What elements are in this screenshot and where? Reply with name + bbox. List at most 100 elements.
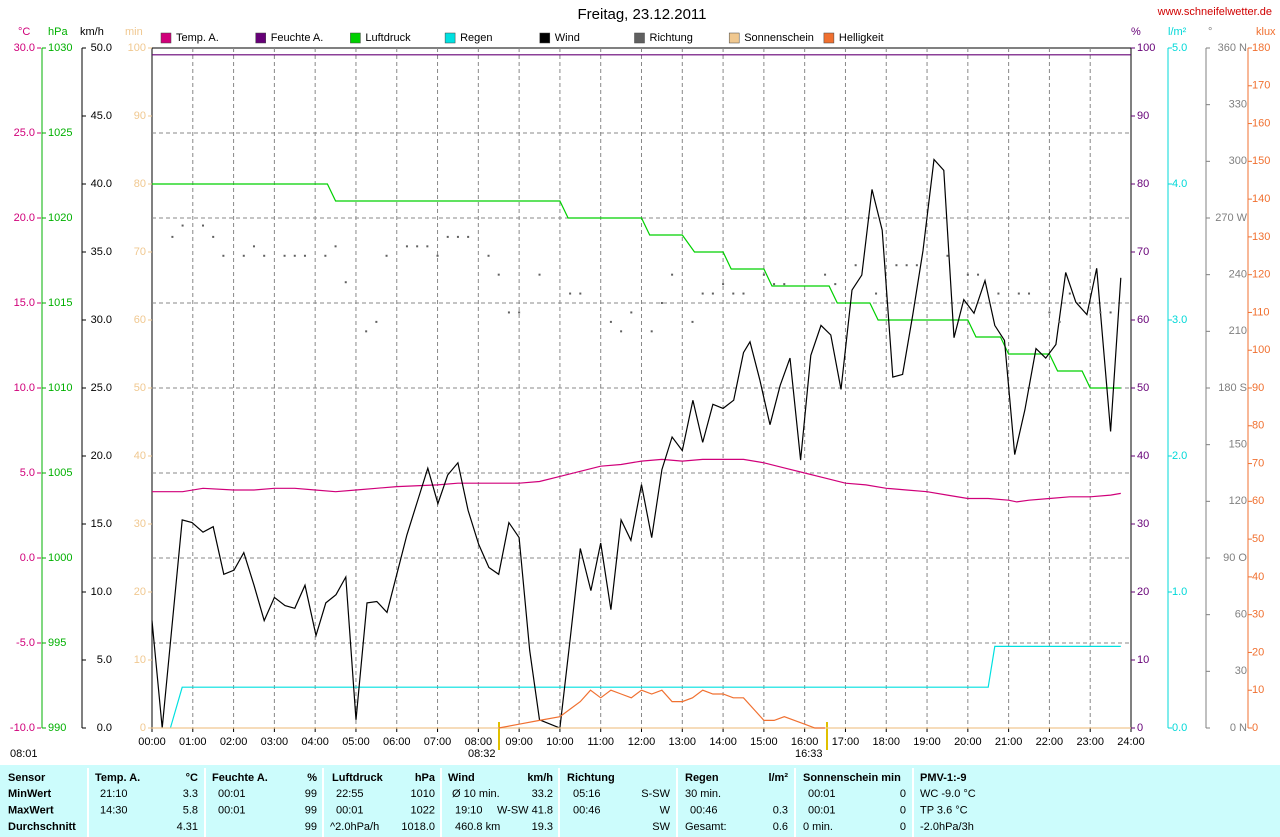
- series-dot: [1079, 302, 1082, 304]
- legend-label: Wind: [555, 32, 580, 44]
- x-tick-label: 09:00: [505, 736, 533, 748]
- series-dot: [416, 245, 419, 248]
- series-dot: [834, 283, 837, 286]
- series-dot: [660, 302, 663, 304]
- x-tick-label: 10:00: [546, 736, 574, 748]
- series-dot: [650, 330, 653, 333]
- y-tick-label: 1005: [48, 467, 72, 479]
- y-tick-label: 60: [1137, 314, 1149, 326]
- y-tick-label: 0 N: [1230, 722, 1247, 734]
- series-dot: [620, 330, 623, 333]
- series-dot: [1028, 292, 1031, 295]
- series-dot: [324, 254, 327, 257]
- series-dot: [426, 245, 429, 248]
- table-header: hPa: [415, 772, 436, 784]
- table-cell: 3.3: [183, 788, 198, 800]
- table-header: PMV-1:-9: [920, 772, 966, 784]
- x-tick-label: 00:00: [138, 736, 166, 748]
- table-cell: 00:01: [336, 804, 364, 816]
- table-header: %: [307, 772, 317, 784]
- y-tick-label: 80: [1252, 420, 1264, 432]
- series-dot: [283, 254, 286, 257]
- axis-unit: °C: [18, 26, 30, 38]
- series-line: [152, 458, 1121, 503]
- y-tick-label: 0: [1137, 722, 1143, 734]
- y-tick-label: 1015: [48, 297, 72, 309]
- table-header: km/h: [527, 772, 553, 784]
- y-tick-label: 10: [1252, 684, 1264, 696]
- series-dot: [915, 264, 918, 267]
- series-dot: [671, 273, 674, 276]
- x-tick-label: 22:00: [1036, 736, 1064, 748]
- y-tick-label: 60: [134, 314, 146, 326]
- table-header: Feuchte A.: [212, 772, 268, 784]
- series-dot: [446, 235, 449, 238]
- y-tick-label: 120: [1252, 269, 1270, 281]
- series-dot: [783, 283, 786, 286]
- y-tick-label: 30: [134, 518, 146, 530]
- x-tick-label: 05:00: [342, 736, 370, 748]
- series-dot: [1109, 311, 1112, 314]
- x-tick-label: 11:00: [587, 736, 614, 748]
- series-dot: [1058, 320, 1061, 323]
- series-dot: [977, 273, 980, 276]
- series-dot: [824, 273, 827, 276]
- x-tick-label: 03:00: [261, 736, 289, 748]
- legend-label: Luftdruck: [365, 32, 411, 44]
- legend-swatch: [255, 32, 266, 44]
- table-cell: 0.6: [773, 821, 788, 833]
- table-header: Wind: [448, 772, 475, 784]
- table-cell: Gesamt:: [685, 821, 727, 833]
- table-cell: 00:01: [808, 788, 836, 800]
- y-tick-label: -10.0: [10, 722, 35, 734]
- table-cell: 00:46: [573, 804, 601, 816]
- y-tick-label: 1025: [48, 127, 72, 139]
- y-tick-label: 5.0: [20, 467, 35, 479]
- series-dot: [538, 273, 541, 276]
- table-header: °C: [186, 772, 198, 784]
- legend-label: Temp. A.: [176, 32, 219, 44]
- series-dot: [1048, 311, 1051, 314]
- y-tick-label: 210: [1229, 325, 1247, 337]
- x-tick-label: 14:00: [709, 736, 737, 748]
- x-tick-label: 01:00: [179, 736, 207, 748]
- series-dot: [303, 254, 306, 257]
- y-tick-label: 240: [1229, 269, 1247, 281]
- x-tick-label: 16:00: [791, 736, 819, 748]
- y-tick-label: 995: [48, 637, 66, 649]
- table-cell: 460.8 km: [455, 821, 500, 833]
- series-dot: [630, 311, 633, 314]
- y-tick-label: 1030: [48, 42, 72, 54]
- series-dot: [609, 320, 612, 323]
- series-dot: [762, 273, 765, 276]
- series-dot: [691, 320, 694, 323]
- table-cell: W-SW 41.8: [497, 804, 553, 816]
- series-dot: [895, 264, 898, 267]
- x-tick-label: 06:00: [383, 736, 411, 748]
- legend-label: Feuchte A.: [271, 32, 324, 44]
- y-tick-label: 15.0: [91, 518, 112, 530]
- y-tick-label: 150: [1252, 155, 1270, 167]
- series-dot: [966, 273, 969, 276]
- x-tick-label: 17:00: [832, 736, 860, 748]
- y-tick-label: 100: [128, 42, 146, 54]
- x-tick-label: 08:00: [465, 736, 493, 748]
- table-header: Temp. A.: [95, 772, 140, 784]
- legend-swatch: [728, 32, 740, 44]
- y-tick-label: 1000: [48, 552, 72, 564]
- table-cell: 4.31: [177, 821, 198, 833]
- y-tick-label: 20.0: [14, 212, 35, 224]
- y-tick-label: 0: [140, 722, 146, 734]
- row-label: MaxWert: [8, 804, 54, 816]
- axis-unit: klux: [1256, 26, 1276, 38]
- y-tick-label: 10: [1137, 654, 1149, 666]
- legend-swatch: [160, 32, 172, 44]
- y-tick-label: 80: [1137, 178, 1149, 190]
- y-tick-label: 2.0: [1172, 450, 1187, 462]
- series-dot: [946, 254, 949, 257]
- legend-label: Helligkeit: [839, 32, 884, 44]
- y-tick-label: 40.0: [91, 178, 112, 190]
- legend-swatch: [539, 32, 551, 44]
- series-dot: [456, 235, 459, 238]
